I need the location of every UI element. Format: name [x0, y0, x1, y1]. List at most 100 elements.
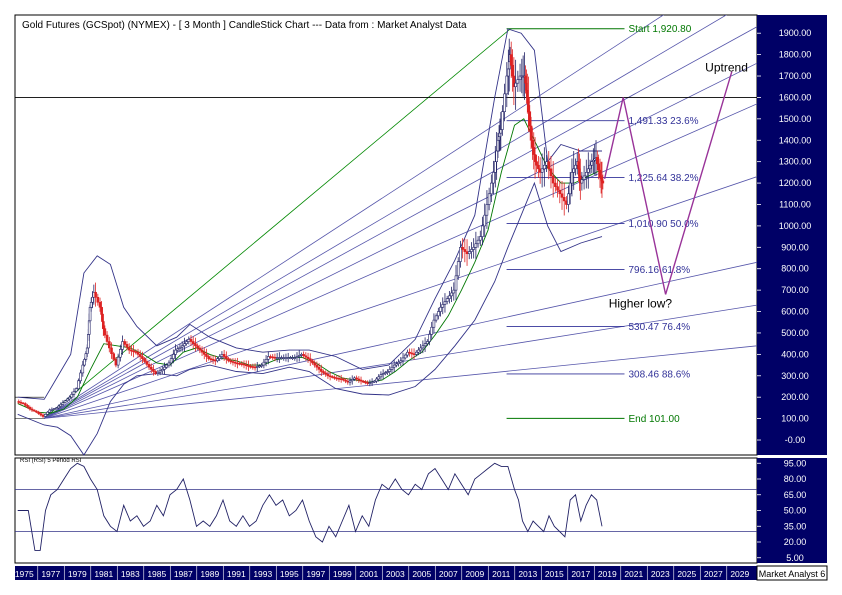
- candle-body-52-2: [346, 380, 350, 383]
- candle-body-46-1: [304, 355, 308, 358]
- candle-body-8-1: [66, 398, 69, 402]
- candle-body-71-1: [470, 249, 473, 252]
- candle-body-74-2: [492, 172, 495, 184]
- candle-body-91-0: [572, 168, 576, 173]
- candle-body-72-0: [474, 243, 478, 248]
- rsi-tick-label-2: 65.00: [784, 490, 807, 500]
- candle-body-26-1: [172, 354, 175, 359]
- y-tick-label-0: -0.00: [785, 435, 806, 445]
- x-tick-label-11: 1997: [306, 569, 325, 579]
- candle-body-54-1: [357, 378, 361, 381]
- candle-body-53-1: [350, 379, 354, 382]
- candle-body-53-2: [353, 377, 356, 380]
- x-tick-label-22: 2019: [598, 569, 617, 579]
- candle-body-80-1: [516, 79, 520, 84]
- candle-body-58-2: [386, 371, 389, 373]
- candle-body-17-2: [114, 359, 118, 366]
- candle-body-97-2: [601, 180, 605, 184]
- candle-body-33-0: [216, 358, 219, 362]
- candle-body-33-1: [218, 356, 222, 359]
- candle-body-59-1: [390, 366, 394, 370]
- candle-body-32-0: [209, 358, 213, 360]
- candle-body-68-1: [450, 292, 453, 297]
- candle-body-68-2: [452, 289, 456, 294]
- candle-body-79-1: [511, 65, 514, 77]
- x-tick-label-16: 2007: [439, 569, 458, 579]
- candle-body-63-2: [419, 347, 422, 351]
- y-tick-label-15: 1500.00: [779, 114, 812, 124]
- candle-body-75-0: [494, 161, 497, 173]
- candle-body-11-2: [85, 347, 89, 354]
- x-tick-label-8: 1991: [227, 569, 246, 579]
- fib-label-2: 1,225.64 38.2%: [628, 173, 698, 184]
- candle-body-87-1: [549, 168, 553, 177]
- projection-path: [603, 71, 733, 295]
- candle-body-93-2: [584, 172, 588, 177]
- candle-body-21-1: [138, 354, 142, 357]
- footer-label: Market Analyst 6: [759, 569, 826, 579]
- candle-body-15-2: [102, 321, 105, 329]
- candle-body-73-1: [483, 214, 487, 227]
- candle-body-80-0: [514, 82, 517, 88]
- candle-body-40-0: [262, 361, 266, 366]
- candle-body-48-0: [315, 364, 319, 368]
- candle-body-18-2: [121, 341, 124, 350]
- candle-body-91-1: [574, 164, 577, 170]
- candle-body-51-2: [339, 378, 343, 380]
- candle-body-59-0: [388, 369, 392, 372]
- candle-body-90-0: [567, 193, 570, 205]
- candle-body-83-0: [527, 97, 530, 113]
- candle-body-52-0: [342, 378, 345, 381]
- candle-body-73-0: [481, 225, 484, 237]
- x-tick-label-7: 1989: [200, 569, 219, 579]
- y-tick-label-13: 1300.00: [779, 157, 812, 167]
- y-tick-label-10: 1000.00: [779, 221, 812, 231]
- candle-body-85-1: [537, 164, 540, 170]
- rsi-tick-label-5: 20.00: [784, 537, 807, 547]
- candle-body-35-2: [233, 361, 237, 364]
- candle-body-39-2: [260, 364, 263, 367]
- annotation-0: Uptrend: [705, 61, 748, 75]
- candle-body-40-1: [264, 359, 268, 363]
- candle-body-24-2: [160, 369, 164, 372]
- candle-body-66-2: [439, 306, 442, 312]
- candle-body-6-0: [50, 409, 54, 411]
- candle-body-49-1: [324, 372, 328, 375]
- candle-body-2-0: [24, 403, 27, 406]
- candle-body-68-0: [448, 295, 451, 299]
- candle-body-93-1: [582, 175, 586, 180]
- candle-body-88-1: [556, 186, 559, 191]
- fan-line-2: [43, 26, 757, 419]
- candle-body-60-0: [395, 363, 398, 366]
- candle-body-5-1: [46, 411, 49, 415]
- candle-body-24-1: [158, 370, 162, 373]
- candle-body-54-2: [359, 379, 363, 382]
- candle-body-1-0: [17, 401, 21, 403]
- x-tick-label-10: 1995: [280, 569, 299, 579]
- candle-body-36-2: [240, 363, 244, 365]
- fan-line-1: [43, 15, 728, 419]
- candle-body-24-0: [156, 371, 160, 374]
- candle-body-31-1: [205, 354, 208, 357]
- candle-body-62-0: [408, 351, 411, 354]
- candle-body-4-0: [37, 411, 40, 414]
- rsi-panel: [14, 457, 758, 564]
- candle-body-90-1: [568, 182, 572, 195]
- x-tick-label-6: 1987: [174, 569, 193, 579]
- candle-body-23-2: [154, 371, 157, 374]
- y-tick-label-1: 100.00: [781, 414, 809, 424]
- candle-body-42-0: [275, 357, 279, 359]
- candle-body-32-2: [213, 359, 217, 362]
- candle-body-47-0: [308, 358, 312, 362]
- candle-body-65-1: [430, 326, 434, 335]
- candle-body-52-1: [344, 379, 347, 382]
- annotation-1: Higher low?: [609, 296, 673, 310]
- candle-body-35-1: [231, 361, 235, 363]
- candle-body-49-0: [322, 371, 325, 374]
- candle-body-17-0: [110, 347, 113, 354]
- y-tick-label-2: 200.00: [781, 392, 809, 402]
- candle-body-65-0: [428, 334, 431, 342]
- candle-body-35-0: [229, 360, 233, 363]
- rsi-series: 95.00 80.00 65.00 50.00 35.00 20.00 5.00: [15, 458, 806, 563]
- x-tick-label-21: 2017: [571, 569, 590, 579]
